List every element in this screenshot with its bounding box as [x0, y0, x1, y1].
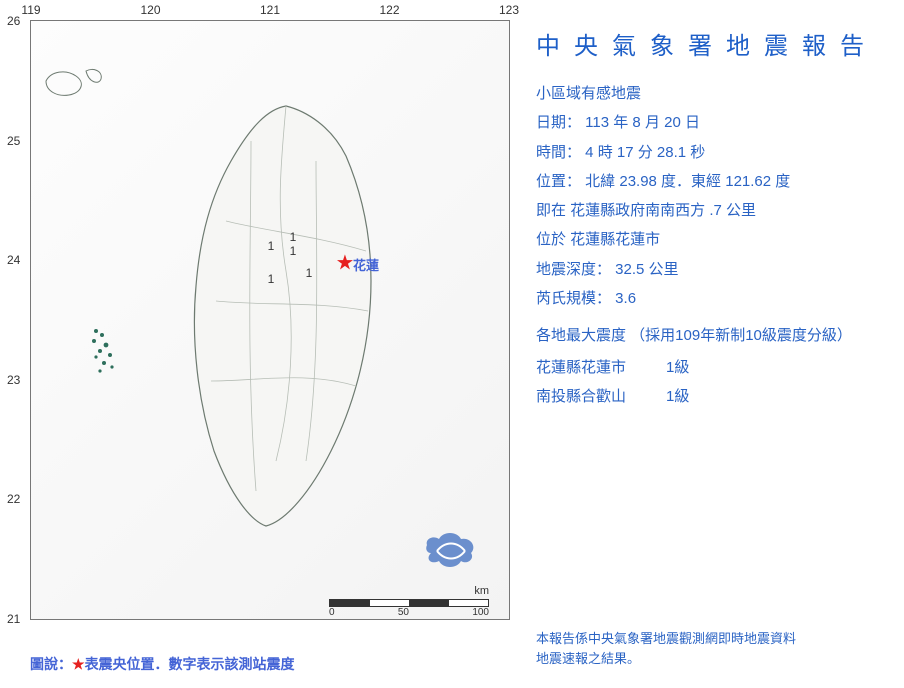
time-value: 4 時 17 分 28.1 秒 — [581, 144, 705, 161]
map-panel: 119 120 121 122 123 26 25 24 23 22 21 — [0, 0, 520, 688]
penghu-islets — [86, 321, 136, 391]
report-magnitude: 芮氏規模： 3.6 — [536, 284, 888, 313]
footer-line1: 本報告係中央氣象署地震觀測網即時地震資料 — [536, 629, 796, 649]
depth-value: 32.5 公里 — [611, 261, 679, 278]
epicenter-label: 花蓮 — [353, 255, 379, 274]
report-subtitle: 小區域有感地震 — [536, 79, 888, 108]
x-tick: 123 — [499, 3, 519, 17]
y-tick: 25 — [7, 134, 20, 148]
legend-star-icon: ★ — [72, 656, 85, 672]
footer-line2: 地震速報之結果。 — [536, 649, 796, 669]
report-relative: 即在 花蓮縣政府南南西方 .7 公里 — [536, 196, 888, 225]
report-date: 日期： 113 年 8 月 20 日 — [536, 108, 888, 137]
cwb-logo-icon — [423, 529, 479, 569]
scale-tick: 50 — [398, 607, 409, 618]
map-area: 119 120 121 122 123 26 25 24 23 22 21 — [30, 20, 510, 620]
legend-text: 表震央位置．數字表示該測站震度 — [85, 656, 295, 672]
date-label: 日期： — [536, 114, 581, 131]
report-at: 位於 花蓮縣花蓮市 — [536, 225, 888, 254]
scale-unit: km — [329, 585, 489, 597]
scale-tick: 100 — [472, 607, 489, 618]
x-tick: 120 — [140, 3, 160, 17]
report-time: 時間： 4 時 17 分 28.1 秒 — [536, 138, 888, 167]
intensity-marker: 1 — [306, 266, 313, 280]
intensity-loc: 南投縣合歡山 — [536, 383, 666, 412]
intensity-marker: 1 — [290, 230, 297, 244]
x-tick: 122 — [379, 3, 399, 17]
intensity-level: 1級 — [666, 354, 689, 383]
mag-value: 3.6 — [611, 290, 636, 307]
scale-bar: km 0 50 100 — [329, 585, 489, 611]
scale-tick: 0 — [329, 607, 335, 618]
legend-prefix: 圖說： — [30, 656, 72, 672]
intensity-marker: 1 — [268, 239, 275, 253]
report-panel: 中央氣象署地震報告 小區域有感地震 日期： 113 年 8 月 20 日 時間：… — [520, 0, 904, 688]
nw-islets — [41, 61, 111, 111]
y-tick: 23 — [7, 373, 20, 387]
intensity-table: 花蓮縣花蓮市 1級 南投縣合歡山 1級 — [536, 354, 888, 411]
x-tick: 119 — [21, 3, 40, 17]
mag-label: 芮氏規模： — [536, 290, 611, 307]
report-position: 位置： 北緯 23.98 度．東經 121.62 度 — [536, 167, 888, 196]
intensity-header: 各地最大震度 （採用109年新制10級震度分級） — [536, 321, 888, 350]
depth-label: 地震深度： — [536, 261, 611, 278]
date-value: 113 年 8 月 20 日 — [581, 114, 700, 131]
epicenter-star-icon: ★ — [337, 253, 353, 274]
pos-label: 位置： — [536, 173, 581, 190]
y-tick: 21 — [7, 612, 20, 626]
at-label: 位於 — [536, 231, 566, 248]
y-tick: 26 — [7, 14, 20, 28]
y-tick: 22 — [7, 492, 20, 506]
intensity-row: 花蓮縣花蓮市 1級 — [536, 354, 888, 383]
y-tick: 24 — [7, 253, 20, 267]
x-tick: 121 — [260, 3, 280, 17]
map-legend: 圖說：★表震央位置．數字表示該測站震度 — [30, 654, 295, 674]
report-depth: 地震深度： 32.5 公里 — [536, 255, 888, 284]
report-title: 中央氣象署地震報告 — [536, 26, 888, 61]
intensity-loc: 花蓮縣花蓮市 — [536, 354, 666, 383]
intensity-marker: 1 — [268, 272, 275, 286]
rel-label: 即在 — [536, 202, 566, 219]
rel-value: 花蓮縣政府南南西方 .7 公里 — [566, 202, 756, 219]
pos-value: 北緯 23.98 度．東經 121.62 度 — [581, 173, 790, 190]
time-label: 時間： — [536, 144, 581, 161]
intensity-level: 1級 — [666, 383, 689, 412]
intensity-row: 南投縣合歡山 1級 — [536, 383, 888, 412]
report-footer: 本報告係中央氣象署地震觀測網即時地震資料 地震速報之結果。 — [536, 629, 796, 668]
taiwan-outline — [156, 101, 406, 531]
intensity-marker: 1 — [290, 244, 297, 258]
at-value: 花蓮縣花蓮市 — [566, 231, 660, 248]
